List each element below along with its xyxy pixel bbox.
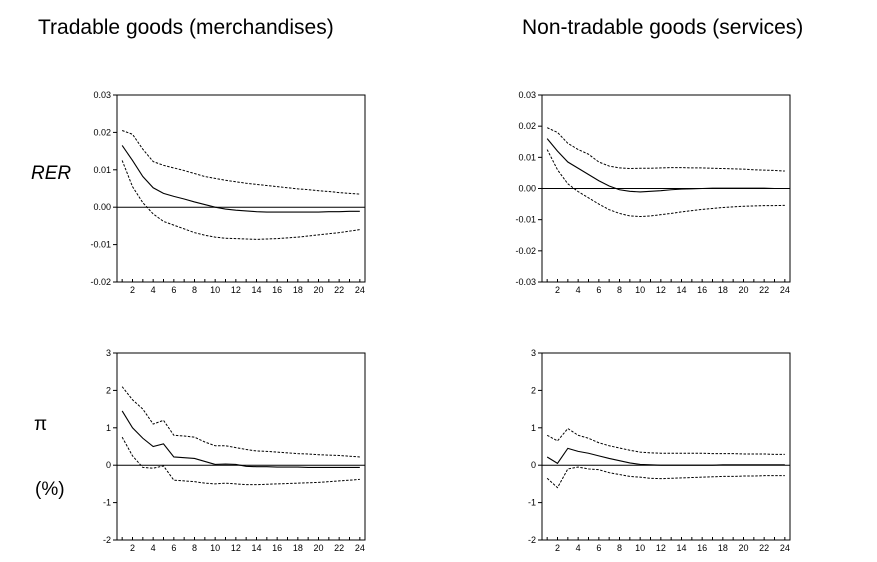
series-line-confidence-band-2 [546, 466, 785, 489]
y-tick-label: 3 [106, 348, 111, 358]
y-tick-label: 0.01 [93, 165, 111, 175]
x-tick-label: 18 [718, 543, 728, 553]
x-tick-label: 24 [355, 285, 365, 295]
column-title-non-tradable: Non-tradable goods (services) [522, 16, 804, 39]
x-tick-label: 12 [656, 543, 666, 553]
x-tick-label: 10 [635, 543, 645, 553]
y-tick-label: -0.02 [90, 277, 111, 287]
x-tick-label: 16 [697, 285, 707, 295]
x-tick-label: 8 [617, 285, 622, 295]
x-tick-label: 2 [555, 543, 560, 553]
series-line-response [121, 145, 360, 213]
x-tick-label: 12 [656, 285, 666, 295]
x-tick-label: 8 [192, 285, 197, 295]
y-tick-label: 0 [531, 460, 536, 470]
series-line-confidence-band-2 [121, 160, 360, 240]
x-tick-label: 2 [555, 285, 560, 295]
y-tick-label: 0.02 [93, 127, 111, 137]
y-tick-label: -0.02 [515, 246, 536, 256]
x-tick-label: 22 [334, 543, 344, 553]
series-line-confidence-band-1 [546, 127, 785, 172]
x-tick-label: 24 [780, 543, 790, 553]
x-tick-label: 14 [251, 285, 261, 295]
y-tick-label: 0.01 [518, 152, 536, 162]
x-tick-label: 10 [210, 543, 220, 553]
x-tick-label: 18 [293, 285, 303, 295]
x-tick-label: 16 [272, 543, 282, 553]
y-tick-label: -0.01 [90, 240, 111, 250]
x-tick-label: 10 [210, 285, 220, 295]
y-tick-label: 2 [531, 385, 536, 395]
chart-rer-non-tradable: -0.03-0.02-0.010.000.010.020.032 4 6 8 10 12 1… [515, 90, 791, 295]
x-tick-label: 20 [738, 543, 748, 553]
chart-rer-tradable: -0.02-0.010.000.010.020.032 4 6 8 10 12 14 16 18… [90, 90, 366, 295]
y-tick-label: 0 [106, 460, 111, 470]
series-line-response [121, 410, 360, 468]
x-tick-label: 20 [738, 285, 748, 295]
row-label-rer: RER [31, 163, 72, 184]
x-tick-label: 12 [231, 543, 241, 553]
x-tick-label: 4 [151, 543, 156, 553]
y-tick-label: 0.00 [93, 202, 111, 212]
x-tick-label: 14 [676, 285, 686, 295]
y-tick-label: 3 [531, 348, 536, 358]
y-tick-label: -0.01 [515, 215, 536, 225]
y-tick-label: 0.03 [93, 90, 111, 100]
x-tick-label: 22 [759, 285, 769, 295]
x-tick-label: 8 [617, 543, 622, 553]
y-tick-label: -2 [528, 535, 536, 545]
row-label-inflation-unit: (%) [35, 479, 65, 500]
y-tick-label: 0.02 [518, 121, 536, 131]
y-tick-label: 2 [106, 385, 111, 395]
y-tick-label: -1 [528, 498, 536, 508]
x-tick-label: 20 [313, 543, 323, 553]
y-tick-label: -0.03 [515, 277, 536, 287]
x-tick-label: 4 [576, 543, 581, 553]
series-line-confidence-band-1 [546, 427, 785, 455]
x-tick-label: 4 [576, 285, 581, 295]
x-tick-label: 14 [251, 543, 261, 553]
column-title-tradable: Tradable goods (merchandises) [38, 16, 334, 39]
x-tick-label: 18 [293, 543, 303, 553]
x-tick-label: 6 [171, 543, 176, 553]
x-tick-label: 22 [759, 543, 769, 553]
x-tick-label: 16 [697, 543, 707, 553]
row-label-inflation-symbol: π [34, 414, 48, 435]
y-tick-label: -1 [103, 498, 111, 508]
plot-frame [116, 94, 366, 283]
x-tick-label: 20 [313, 285, 323, 295]
series-line-confidence-band-2 [546, 149, 785, 218]
y-tick-label: 1 [531, 423, 536, 433]
x-tick-label: 6 [596, 543, 601, 553]
x-tick-label: 24 [780, 285, 790, 295]
y-tick-label: 0.03 [518, 90, 536, 100]
plot-frame [541, 352, 791, 541]
plot-frame [116, 352, 366, 541]
x-tick-label: 10 [635, 285, 645, 295]
series-line-response [546, 138, 785, 193]
y-tick-label: 1 [106, 423, 111, 433]
x-tick-label: 2 [130, 543, 135, 553]
x-tick-label: 22 [334, 285, 344, 295]
x-tick-label: 12 [231, 285, 241, 295]
series-line-confidence-band-2 [121, 436, 360, 486]
y-tick-label: 0.00 [518, 184, 536, 194]
x-tick-label: 6 [171, 285, 176, 295]
y-tick-label: -2 [103, 535, 111, 545]
x-tick-label: 14 [676, 543, 686, 553]
x-tick-label: 4 [151, 285, 156, 295]
series-line-confidence-band-1 [121, 386, 360, 458]
x-tick-label: 2 [130, 285, 135, 295]
x-tick-label: 8 [192, 543, 197, 553]
x-tick-label: 16 [272, 285, 282, 295]
x-tick-label: 24 [355, 543, 365, 553]
x-tick-label: 18 [718, 285, 728, 295]
x-tick-label: 6 [596, 285, 601, 295]
series-line-confidence-band-1 [121, 130, 360, 195]
series-line-response [546, 447, 785, 466]
